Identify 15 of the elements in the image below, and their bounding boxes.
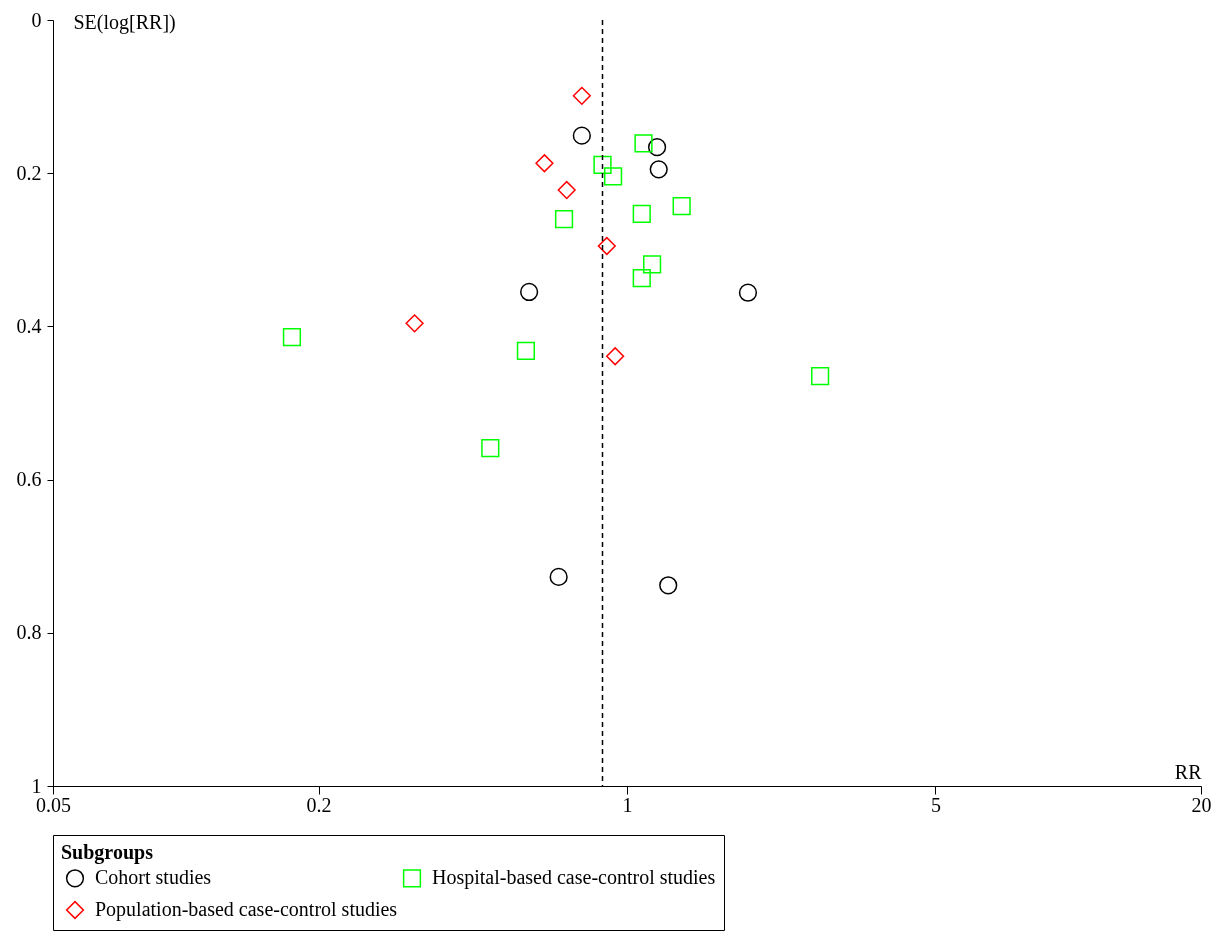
x-tick-label: 1 [622,793,633,816]
x-tick-label: 5 [930,793,941,816]
x-tick-label: 0.2 [306,793,332,816]
y-tick-label: 0 [31,8,42,31]
legend-label: Hospital-based case-control studies [432,866,716,890]
y-tick-label: 0.8 [16,621,42,644]
y-tick-label: 0.6 [16,468,42,491]
legend-label: Cohort studies [95,866,212,889]
legend-label: Population-based case-control studies [95,898,398,921]
x-axis-title: RR [1174,760,1203,783]
y-tick-label: 0.2 [16,161,42,184]
y-tick-label: 0.4 [16,314,42,337]
x-tick-label: 20 [1191,793,1212,816]
legend-title: Subgroups [61,841,154,864]
y-axis-title: SE(log[RR]) [73,10,176,34]
